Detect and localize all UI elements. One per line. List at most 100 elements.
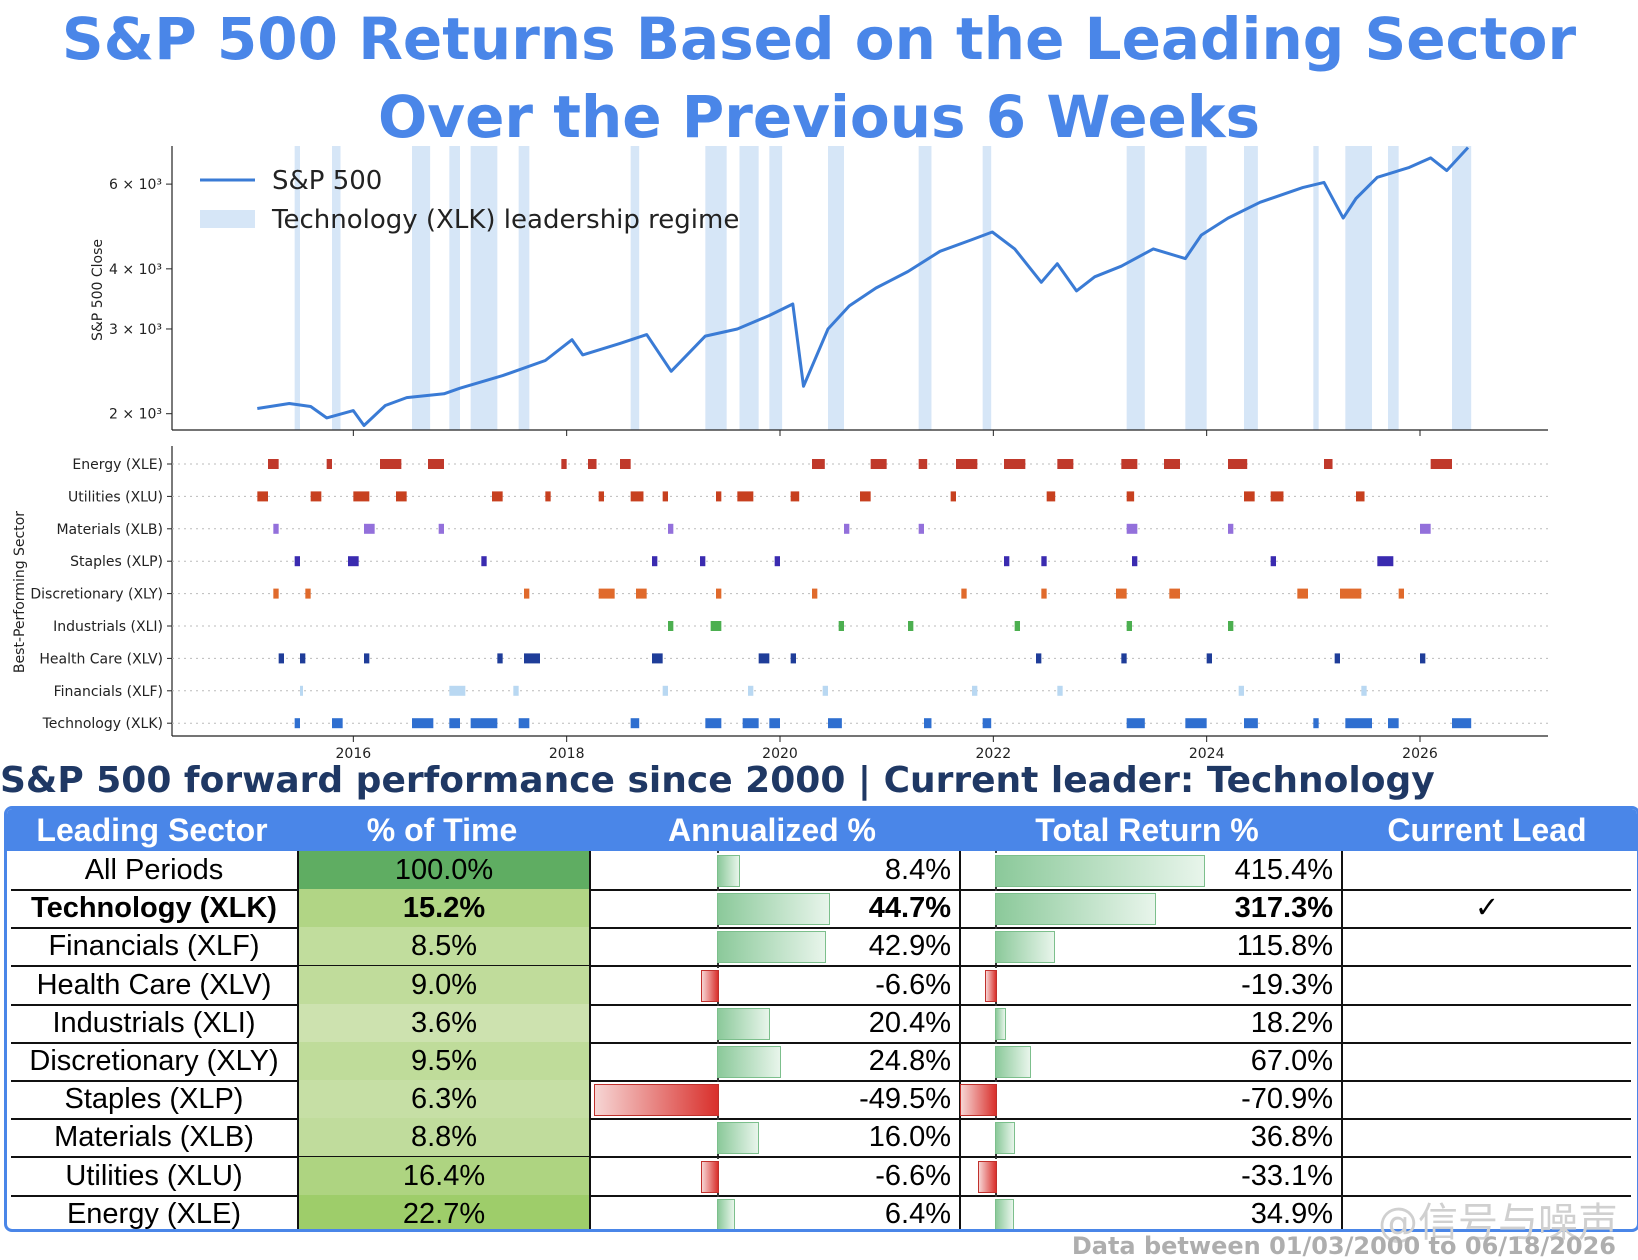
x-tick-label: 2018 <box>549 746 585 760</box>
sector-period-mark <box>1377 556 1394 567</box>
table-header: Leading Sector % of Time Annualized % To… <box>7 809 1637 851</box>
sector-period-mark <box>326 459 332 469</box>
sector-period-mark <box>1270 556 1276 567</box>
sector-period-mark <box>918 459 928 469</box>
total-return-bar <box>995 893 1156 926</box>
annualized-bar <box>594 1084 719 1117</box>
sector-period-mark <box>449 718 460 729</box>
cell-annualized: 44.7% <box>591 889 961 928</box>
sector-tick-label: Health Care (XLV) <box>39 651 163 667</box>
cell-total-return: 415.4% <box>961 851 1343 889</box>
total-return-value: 115.8% <box>1236 930 1333 963</box>
total-return-bar <box>995 1122 1016 1155</box>
sector-period-mark <box>1185 718 1207 729</box>
sector-period-mark <box>1340 588 1362 599</box>
table-row: Energy (XLE) 22.7% 6.4% 34.9% <box>11 1194 1631 1230</box>
annualized-bar <box>717 855 740 887</box>
legend-regime-swatch <box>200 210 255 228</box>
total-return-bar <box>995 1198 1015 1229</box>
cell-annualized: 8.4% <box>591 851 961 889</box>
sector-period-mark <box>1057 459 1074 469</box>
sector-period-mark <box>1238 685 1244 696</box>
sector-period-mark <box>524 653 540 664</box>
y-tick-label: 6 × 10³ <box>109 177 162 193</box>
sector-period-mark <box>758 653 770 664</box>
sector-period-mark <box>1420 523 1431 534</box>
tech-regime-band <box>982 146 992 430</box>
annualized-value: 6.4% <box>884 1197 951 1230</box>
cell-sector: Industrials (XLI) <box>11 1003 299 1042</box>
sector-period-mark <box>838 621 844 631</box>
y-tick-label: 2 × 10³ <box>109 407 162 423</box>
cell-sector: All Periods <box>11 851 299 889</box>
tech-regime-band <box>1126 146 1145 430</box>
cell-annualized: 6.4% <box>591 1194 961 1230</box>
regime-bands <box>294 146 1472 430</box>
sector-period-mark <box>668 523 674 534</box>
total-return-value: 317.3% <box>1234 892 1333 925</box>
x-tick-label: 2024 <box>1189 746 1225 760</box>
sector-period-mark <box>961 588 967 599</box>
sector-period-mark <box>449 685 466 696</box>
total-return-value: 415.4% <box>1234 854 1333 886</box>
cell-annualized: 20.4% <box>591 1003 961 1042</box>
total-return-bar <box>985 969 997 1002</box>
sector-period-mark <box>438 523 444 534</box>
cell-sector: Materials (XLB) <box>11 1118 299 1157</box>
sector-period-mark <box>668 621 674 631</box>
sector-period-mark <box>353 491 370 502</box>
tech-regime-band <box>918 146 932 430</box>
sector-period-mark <box>492 491 503 502</box>
annualized-value: -6.6% <box>875 968 951 1001</box>
cell-annualized: 42.9% <box>591 927 961 966</box>
cell-sector: Discretionary (XLY) <box>11 1042 299 1080</box>
cell-current-lead: ✓ <box>1474 892 1500 925</box>
cell-total-return: 36.8% <box>961 1118 1343 1157</box>
sector-period-mark <box>1116 588 1127 599</box>
col-header-pct-time: % of Time <box>366 812 518 848</box>
cell-pct-time: 8.5% <box>299 927 591 966</box>
tech-regime-band <box>630 146 640 430</box>
tech-regime-band <box>705 146 727 430</box>
col-header-sector: Leading Sector <box>36 812 268 848</box>
cell-current-lead <box>1343 1004 1631 1042</box>
sector-period-mark <box>956 459 978 469</box>
annualized-value: 20.4% <box>868 1006 951 1039</box>
sector-period-mark <box>1334 653 1340 664</box>
total-return-bar <box>978 1160 997 1193</box>
sector-period-mark <box>1420 653 1426 664</box>
sector-period-mark <box>1398 588 1404 599</box>
total-return-value: -70.9% <box>1241 1083 1333 1116</box>
tech-regime-band <box>1345 146 1372 430</box>
sector-period-mark <box>1004 459 1026 469</box>
sector-period-mark <box>1041 588 1047 599</box>
sector-period-mark <box>332 718 343 729</box>
cell-annualized: -6.6% <box>591 965 961 1004</box>
sector-period-mark <box>716 588 722 599</box>
cell-pct-time: 15.2% <box>299 889 591 928</box>
sector-period-mark <box>1126 718 1145 729</box>
sector-period-mark <box>828 718 842 729</box>
sector-period-mark <box>652 556 658 567</box>
sector-period-mark <box>1132 556 1138 567</box>
sector-period-mark <box>588 459 597 469</box>
cell-annualized: 16.0% <box>591 1118 961 1157</box>
table-row: All Periods 100.0% 8.4% 415.4% <box>11 851 1631 891</box>
legend-entry-regime: Technology (XLK) leadership regime <box>271 205 739 235</box>
sector-period-mark <box>636 588 647 599</box>
sector-period-mark <box>257 491 268 502</box>
cell-pct-time: 9.5% <box>299 1042 591 1080</box>
total-return-value: 34.9% <box>1250 1197 1333 1230</box>
sector-period-mark <box>630 491 644 502</box>
cell-pct-time: 8.8% <box>299 1118 591 1157</box>
sector-period-mark <box>790 491 800 502</box>
total-return-value: 18.2% <box>1250 1006 1333 1039</box>
cell-sector: Technology (XLK) <box>11 889 299 928</box>
cell-pct-time: 100.0% <box>299 851 591 889</box>
sector-period-mark <box>1388 718 1399 729</box>
cell-annualized: -49.5% <box>591 1080 961 1119</box>
cell-total-return: 18.2% <box>961 1003 1343 1042</box>
sector-period-mark <box>1014 621 1020 631</box>
sector-tick-label: Staples (XLP) <box>70 554 163 570</box>
sector-period-mark <box>1324 459 1333 469</box>
